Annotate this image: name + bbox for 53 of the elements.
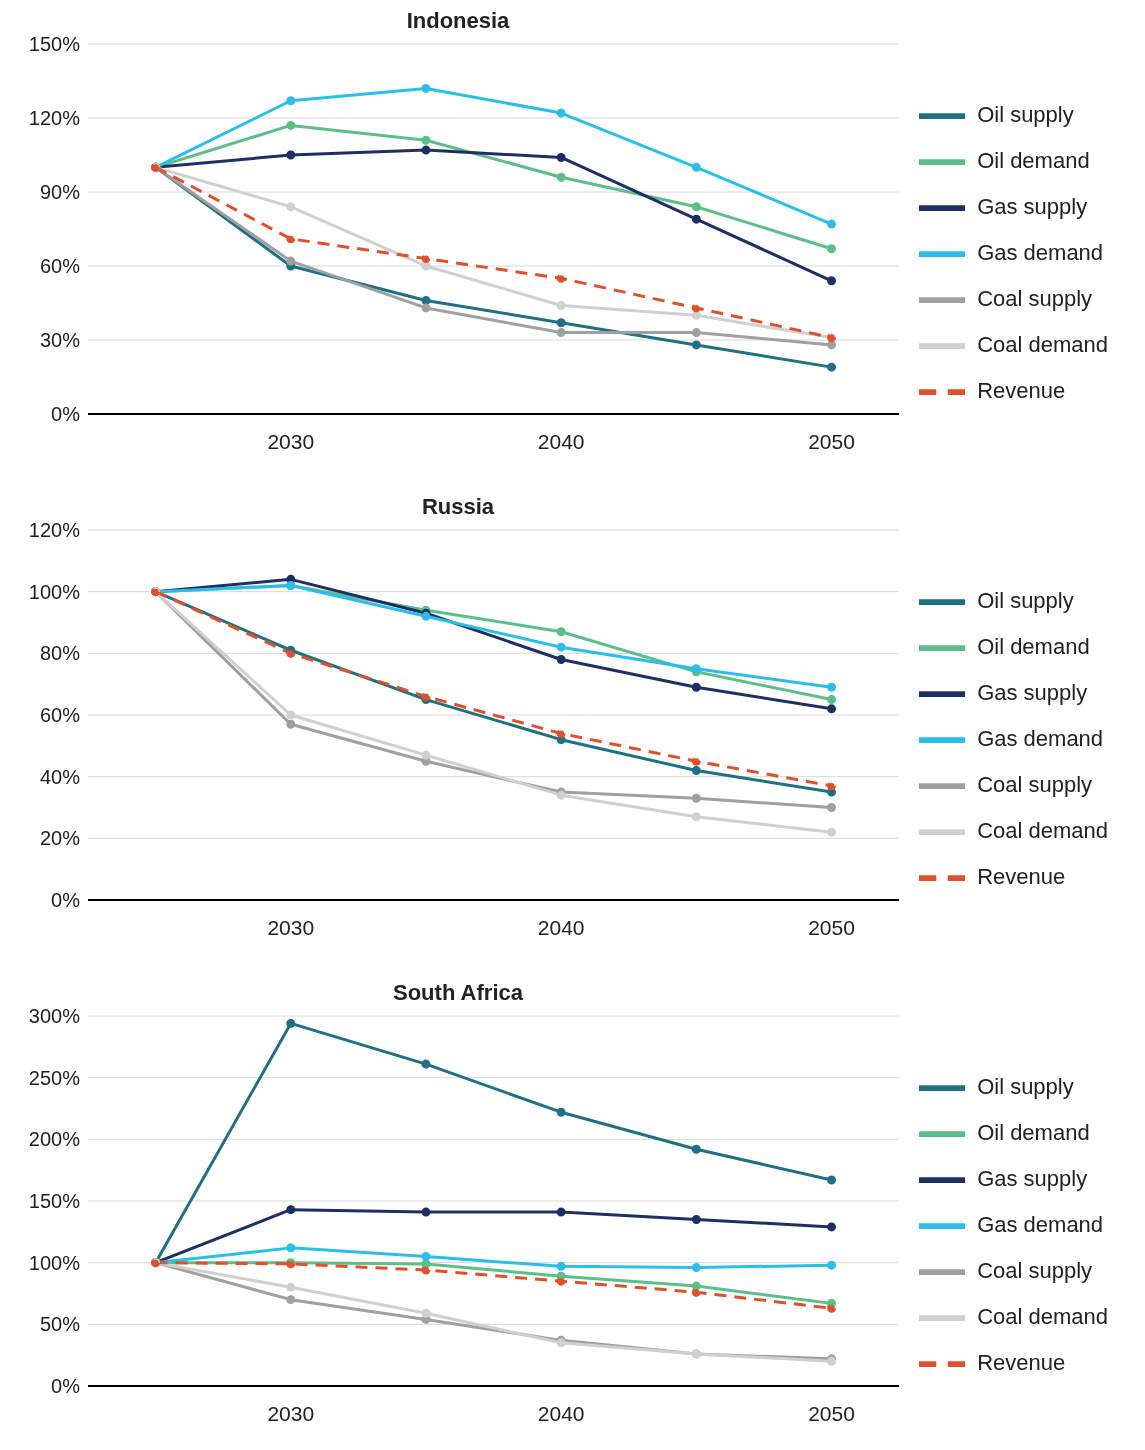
legend-label: Coal supply	[977, 771, 1093, 797]
y-tick-label: 150%	[28, 33, 81, 56]
legend-label: Revenue	[977, 377, 1066, 403]
legend-label: Revenue	[977, 863, 1066, 889]
legend-label: Gas demand	[977, 725, 1104, 751]
legend-label: Oil supply	[977, 101, 1074, 127]
legend-label: Oil demand	[977, 1119, 1090, 1145]
x-tick-label: 2050	[808, 429, 855, 453]
y-tick-label: 200%	[28, 1128, 81, 1151]
x-tick-label: 2050	[808, 1401, 855, 1425]
legend-label: Gas supply	[977, 1165, 1088, 1191]
y-tick-label: 50%	[39, 1313, 81, 1336]
legend-label: Coal demand	[977, 331, 1108, 357]
y-tick-label: 30%	[39, 329, 81, 352]
y-tick-label: 100%	[28, 580, 81, 603]
y-tick-label: 0%	[51, 889, 81, 912]
y-tick-label: 0%	[51, 1375, 81, 1398]
x-tick-label: 2050	[808, 915, 855, 939]
x-tick-label: 2040	[537, 429, 585, 453]
legend-label: Coal demand	[977, 817, 1108, 843]
y-tick-label: 90%	[39, 181, 81, 204]
legend-label: Oil demand	[977, 147, 1090, 173]
legend-label: Gas supply	[977, 193, 1088, 219]
y-tick-label: 120%	[28, 107, 81, 130]
y-tick-label: 60%	[39, 704, 81, 727]
y-tick-label: 150%	[28, 1190, 81, 1213]
y-tick-label: 250%	[28, 1066, 81, 1089]
y-tick-label: 80%	[39, 642, 81, 665]
x-tick-label: 2030	[267, 1401, 315, 1425]
chart-title: Indonesia	[405, 8, 511, 34]
chart-title: Russia	[420, 494, 496, 520]
legend-label: Gas supply	[977, 679, 1088, 705]
y-tick-label: 300%	[28, 1005, 81, 1028]
x-tick-label: 2030	[267, 915, 315, 939]
legend-label: Coal supply	[977, 1257, 1093, 1283]
legend-label: Coal demand	[977, 1303, 1108, 1329]
y-tick-label: 40%	[39, 765, 81, 788]
legend-label: Oil supply	[977, 587, 1074, 613]
x-tick-label: 2040	[537, 915, 585, 939]
y-tick-label: 20%	[39, 827, 81, 850]
legend-label: Coal supply	[977, 285, 1093, 311]
y-tick-label: 0%	[51, 403, 81, 426]
x-tick-label: 2040	[537, 1401, 585, 1425]
chart-title: South Africa	[392, 980, 524, 1006]
y-tick-label: 100%	[28, 1251, 81, 1274]
legend-label: Oil demand	[977, 633, 1090, 659]
legend-label: Gas demand	[977, 239, 1104, 265]
y-tick-label: 60%	[39, 255, 81, 278]
legend-label: Gas demand	[977, 1211, 1104, 1237]
legend-label: Oil supply	[977, 1073, 1074, 1099]
legend-label: Revenue	[977, 1349, 1066, 1375]
y-tick-label: 120%	[28, 519, 81, 542]
x-tick-label: 2030	[267, 429, 315, 453]
